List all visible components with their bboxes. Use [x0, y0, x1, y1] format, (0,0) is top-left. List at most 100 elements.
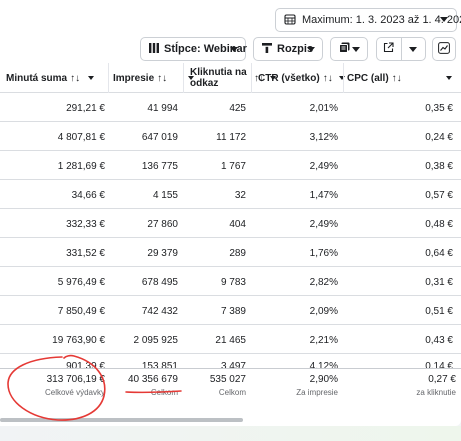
- export-button-group: [376, 37, 426, 61]
- sort-icon[interactable]: ↑↓: [254, 72, 264, 84]
- cell-cpc: 0,14 €: [425, 360, 453, 372]
- column-header-impressions[interactable]: Impresie ↑↓: [113, 63, 195, 93]
- export-menu-button[interactable]: [400, 38, 425, 60]
- sort-icon[interactable]: ↑↓: [391, 72, 402, 84]
- cell-clicks: 1 767: [220, 160, 246, 172]
- chevron-down-icon: [307, 47, 315, 52]
- table-row[interactable]: 291,21 € 41 994 425 2,01% 0,35 €: [0, 94, 461, 122]
- chevron-down-icon[interactable]: [338, 76, 345, 80]
- chevron-down-icon: [352, 47, 360, 52]
- table-row[interactable]: 19 763,90 € 2 095 925 21 465 2,21% 0,43 …: [0, 326, 461, 354]
- cell-impressions: 742 432: [141, 305, 178, 317]
- cell-impressions: 678 495: [141, 276, 178, 288]
- horizontal-scrollbar[interactable]: [0, 418, 461, 424]
- cell-clicks: 11 172: [216, 131, 246, 143]
- chevron-down-icon[interactable]: [445, 76, 452, 80]
- column-header-spend[interactable]: Minutá suma ↑↓: [6, 63, 106, 93]
- table-row[interactable]: 5 976,49 € 678 495 9 783 2,82% 0,31 €: [0, 268, 461, 296]
- cell-spend: 34,66 €: [71, 189, 105, 201]
- column-label: CTR (všetko): [258, 72, 320, 84]
- total-value: 0,27 €: [428, 374, 456, 385]
- cell-clicks: 425: [229, 102, 246, 114]
- sort-icon[interactable]: ↑↓: [70, 72, 81, 84]
- cell-clicks: 7 389: [220, 305, 246, 317]
- cell-ctr: 3,12%: [309, 131, 338, 143]
- column-header-ctr[interactable]: CTR (všetko) ↑↓: [258, 63, 348, 93]
- cell-clicks: 32: [234, 189, 246, 201]
- column-label: Kliknutia na odkaz: [190, 67, 247, 89]
- cell-ctr: 2,01%: [309, 102, 338, 114]
- total-caption: za kliknutie: [416, 388, 456, 397]
- column-header-clicks[interactable]: Kliknutia na odkaz: [190, 63, 254, 93]
- column-divider[interactable]: [108, 63, 109, 93]
- chevron-down-icon: [230, 47, 238, 52]
- sort-icon[interactable]: ↑↓: [157, 72, 168, 84]
- table-row[interactable]: 332,33 € 27 860 404 2,49% 0,48 €: [0, 210, 461, 238]
- cell-cpc: 0,38 €: [425, 160, 453, 172]
- chevron-down-icon[interactable]: [188, 76, 195, 80]
- cell-cpc: 0,24 €: [425, 131, 453, 143]
- cell-clicks: 21 465: [215, 334, 246, 346]
- total-caption: Celkom: [218, 388, 246, 397]
- column-header-cpc[interactable]: CPC (all) ↑↓: [347, 63, 457, 93]
- chevron-down-icon[interactable]: [88, 76, 95, 80]
- cell-spend: 4 807,81 €: [57, 131, 105, 143]
- cell-cpc: 0,48 €: [425, 218, 453, 230]
- column-divider[interactable]: [183, 63, 184, 93]
- cell-ctr: 2,49%: [309, 218, 338, 230]
- date-range-label: Maximum: 1. 3. 2023 až 1. 4. 2026: [302, 14, 461, 26]
- cell-spend: 332,33 €: [66, 218, 105, 230]
- column-label-line2: odkaz: [190, 78, 219, 89]
- report-button[interactable]: [330, 37, 368, 61]
- total-value: 40 356 679: [127, 374, 178, 385]
- table-row[interactable]: 1 281,69 € 136 775 1 767 2,49% 0,38 €: [0, 152, 461, 180]
- chevron-down-icon: [409, 46, 418, 52]
- calendar-icon: [284, 13, 296, 28]
- cell-impressions: 29 379: [147, 247, 178, 259]
- chart-toggle-button[interactable]: [432, 37, 456, 61]
- column-divider[interactable]: [251, 63, 252, 93]
- report-icon: [339, 42, 350, 56]
- column-divider[interactable]: [343, 63, 344, 93]
- column-header-clicks-controls: ↑↓: [251, 63, 281, 93]
- cell-ctr: 2,21%: [309, 334, 338, 346]
- chevron-down-icon: [440, 17, 448, 22]
- cell-impressions: 27 860: [147, 218, 178, 230]
- bottom-shade: [0, 426, 461, 441]
- cell-impressions: 4 155: [152, 189, 178, 201]
- breakdown-label: Rozpis: [277, 43, 314, 55]
- total-clicks: 535 027 Celkom: [0, 374, 246, 397]
- date-range-button[interactable]: Maximum: 1. 3. 2023 až 1. 4. 2026: [275, 8, 461, 32]
- cell-clicks: 3 497: [220, 360, 246, 372]
- cell-cpc: 0,43 €: [425, 334, 453, 346]
- cell-clicks: 289: [229, 247, 246, 259]
- chart-icon: [438, 41, 450, 57]
- column-label-line1: Kliknutia na: [190, 67, 247, 78]
- column-label: Minutá suma: [6, 72, 68, 84]
- cell-ctr: 2,82%: [309, 276, 338, 288]
- table-row[interactable]: 7 850,49 € 742 432 7 389 2,09% 0,51 €: [0, 297, 461, 325]
- cell-ctr: 1,47%: [309, 189, 338, 201]
- breakdown-icon: [262, 42, 272, 56]
- table-row[interactable]: 4 807,81 € 647 019 11 172 3,12% 0,24 €: [0, 123, 461, 151]
- table-row[interactable]: 331,52 € 29 379 289 1,76% 0,64 €: [0, 239, 461, 267]
- cell-ctr: 2,09%: [309, 305, 338, 317]
- columns-icon: [149, 42, 159, 56]
- cell-impressions: 2 095 925: [133, 334, 179, 346]
- export-button[interactable]: [377, 38, 401, 60]
- totals-row: 313 706,19 € Celkové výdavky 40 356 679 …: [0, 368, 461, 404]
- table-row[interactable]: 34,66 € 4 155 32 1,47% 0,57 €: [0, 181, 461, 209]
- scrollbar-thumb[interactable]: [0, 418, 243, 422]
- cell-spend: 291,21 €: [66, 102, 105, 114]
- chevron-down-icon[interactable]: [270, 76, 276, 80]
- breakdown-button[interactable]: Rozpis: [253, 37, 323, 61]
- columns-button[interactable]: Stĺpce: Webinar: [140, 37, 247, 61]
- cell-impressions: 41 994: [147, 102, 178, 114]
- sort-icon[interactable]: ↑↓: [322, 72, 333, 84]
- cell-impressions: 136 775: [141, 160, 178, 172]
- cell-cpc: 0,31 €: [425, 276, 453, 288]
- cell-clicks: 9 783: [220, 276, 246, 288]
- cell-ctr: 2,49%: [309, 160, 338, 172]
- cell-cpc: 0,57 €: [425, 189, 453, 201]
- total-value: 2,90%: [309, 374, 338, 385]
